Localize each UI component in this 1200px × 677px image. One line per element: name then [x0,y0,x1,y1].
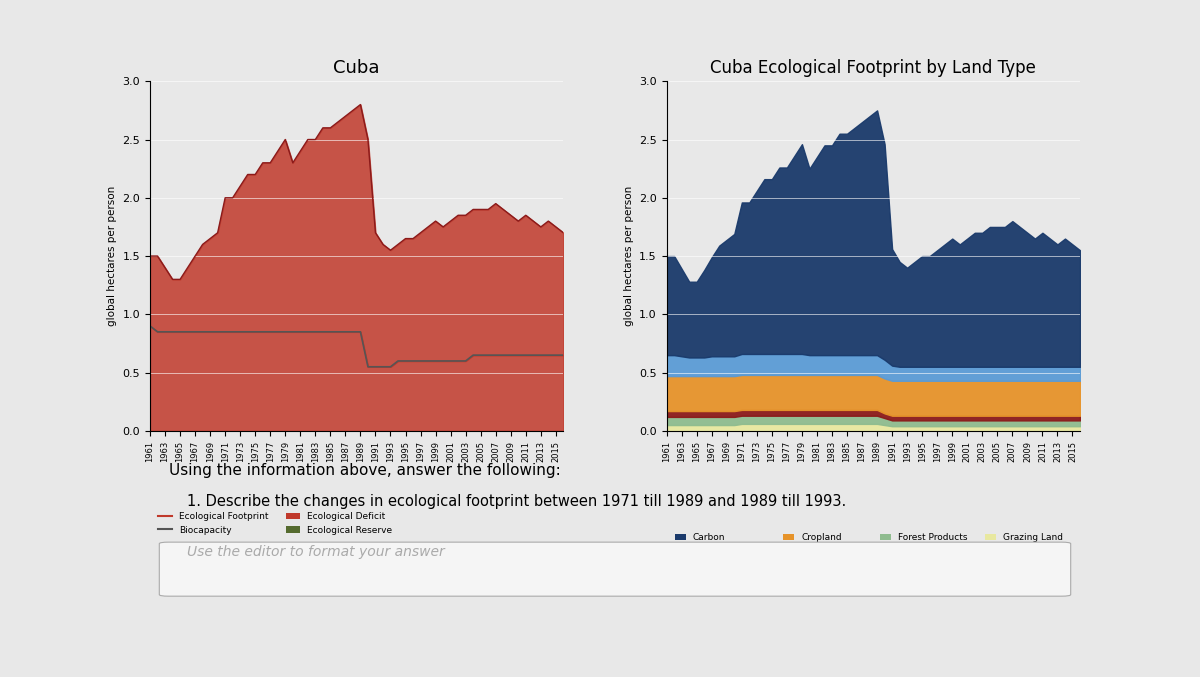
Legend: Ecological Footprint, Biocapacity, Ecological Deficit, Ecological Reserve: Ecological Footprint, Biocapacity, Ecolo… [155,508,396,538]
Legend: Carbon, Fishing Grounds, Cropland, Built-up Land, Forest Products, Grazing Land: Carbon, Fishing Grounds, Cropland, Built… [671,529,1067,559]
Title: Cuba: Cuba [334,59,380,77]
Text: 1. Describe the changes in ecological footprint between 1971 till 1989 and 1989 : 1. Describe the changes in ecological fo… [187,494,846,510]
Text: Global Footprint Network, 2019 National Footprint Accounts: Global Footprint Network, 2019 National … [758,577,988,587]
FancyBboxPatch shape [160,542,1070,596]
Text: Global Footprint Network, 2019 National Footprint Accounts: Global Footprint Network, 2019 National … [242,556,472,566]
Y-axis label: global hectares per person: global hectares per person [624,186,634,326]
Text: Using the information above, answer the following:: Using the information above, answer the … [168,462,560,478]
Text: Use the editor to format your answer: Use the editor to format your answer [187,545,445,559]
Title: Cuba Ecological Footprint by Land Type: Cuba Ecological Footprint by Land Type [710,59,1037,77]
Y-axis label: global hectares per person: global hectares per person [107,186,116,326]
